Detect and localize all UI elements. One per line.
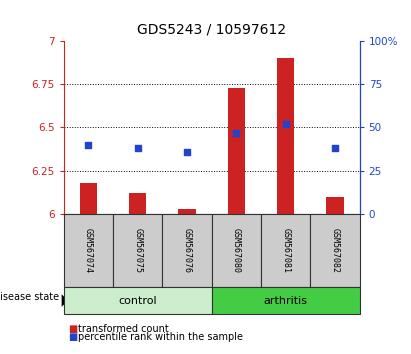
Text: disease state: disease state [0,292,60,302]
Bar [228,87,245,214]
Text: GSM567081: GSM567081 [281,228,290,273]
Point [282,121,289,127]
Bar [277,58,294,214]
Text: GSM567080: GSM567080 [232,228,241,273]
Point [85,142,92,148]
Text: ■: ■ [68,324,77,333]
Text: GSM567076: GSM567076 [182,228,192,273]
Point [184,149,190,155]
Text: control: control [118,296,157,306]
Text: GSM567075: GSM567075 [133,228,142,273]
Text: percentile rank within the sample: percentile rank within the sample [78,332,243,342]
Text: GSM567082: GSM567082 [330,228,339,273]
Bar [80,183,97,214]
Point [233,130,240,136]
Point [134,145,141,151]
Polygon shape [62,294,68,307]
Text: arthritis: arthritis [263,296,308,306]
Bar [129,193,146,214]
Text: transformed count: transformed count [78,324,169,333]
Text: GSM567074: GSM567074 [84,228,93,273]
Bar [178,209,196,214]
Bar [326,197,344,214]
Point [332,145,338,151]
Title: GDS5243 / 10597612: GDS5243 / 10597612 [137,23,286,37]
Text: ■: ■ [68,332,77,342]
